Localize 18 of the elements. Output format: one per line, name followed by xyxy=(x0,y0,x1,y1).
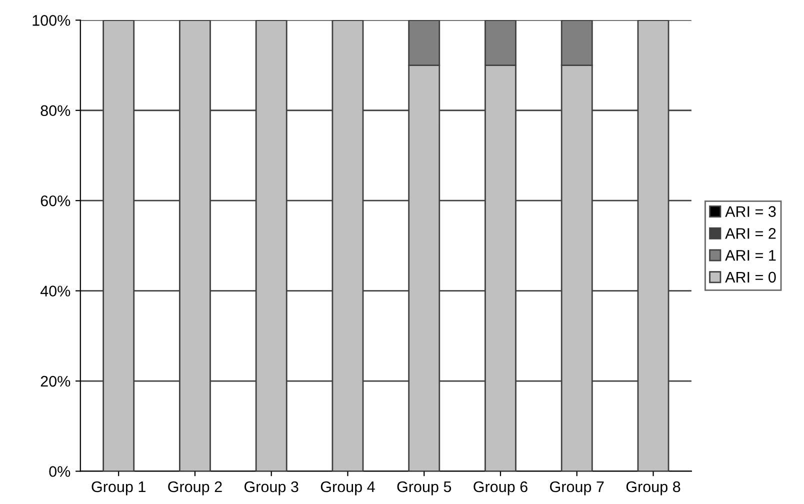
x-tick-label: Group 1 xyxy=(92,481,146,496)
y-tick-label: 0% xyxy=(49,466,70,477)
legend-label: ARI = 2 xyxy=(725,228,776,239)
y-tick-label: 20% xyxy=(40,376,70,387)
x-tick-label: Group 5 xyxy=(397,481,452,496)
y-tick-label: 80% xyxy=(40,105,70,116)
legend-label: ARI = 1 xyxy=(725,250,776,261)
x-tick-label: Group 6 xyxy=(474,481,528,496)
x-tick-label: Group 7 xyxy=(550,481,604,496)
x-tick-label: Group 2 xyxy=(168,481,222,496)
y-tick-label: 100% xyxy=(32,15,70,26)
legend-label: ARI = 3 xyxy=(725,206,776,217)
x-tick-label: Group 3 xyxy=(244,481,298,496)
x-tick-label: Group 4 xyxy=(320,481,375,496)
y-tick-label: 40% xyxy=(40,286,70,296)
legend-label: ARI = 0 xyxy=(725,272,776,283)
y-tick-label: 60% xyxy=(40,195,70,206)
x-tick-label: Group 8 xyxy=(626,481,680,496)
